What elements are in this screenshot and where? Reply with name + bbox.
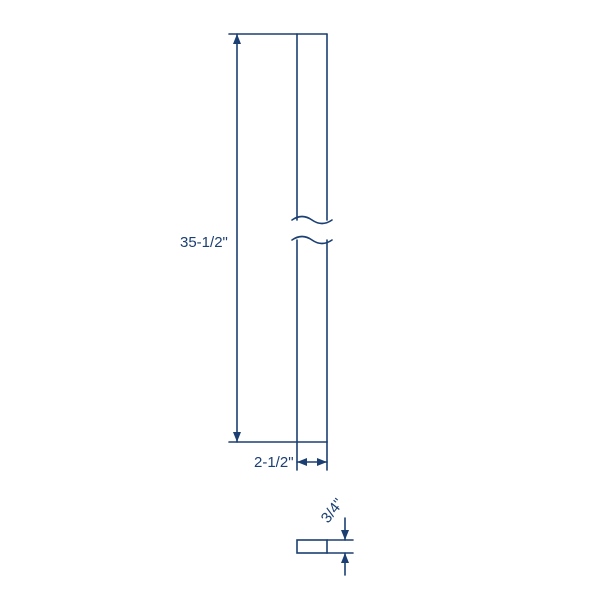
height-label: 35-1/2" bbox=[180, 234, 228, 251]
width-label: 2-1/2" bbox=[254, 454, 294, 471]
thickness-label: 3/4" bbox=[318, 495, 348, 526]
